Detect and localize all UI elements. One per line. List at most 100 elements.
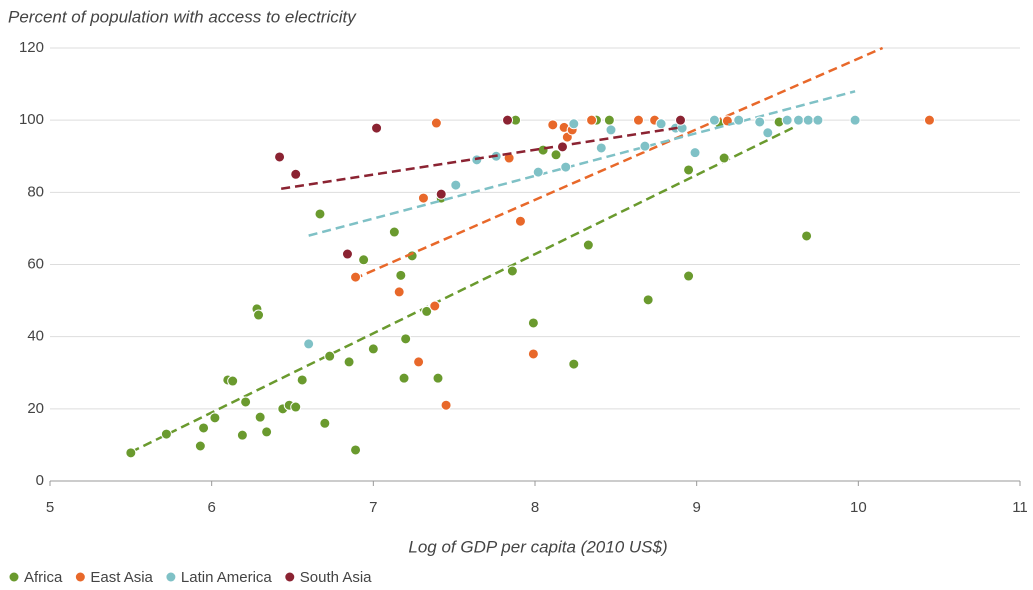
point bbox=[290, 168, 302, 180]
point bbox=[358, 254, 370, 266]
point bbox=[388, 226, 400, 238]
y-tick-label: 0 bbox=[36, 472, 44, 489]
y-tick-label: 80 bbox=[27, 183, 44, 200]
point bbox=[290, 401, 302, 413]
point bbox=[227, 375, 239, 387]
trend-line bbox=[280, 126, 681, 190]
point bbox=[754, 116, 766, 128]
point bbox=[240, 396, 252, 408]
point bbox=[923, 114, 935, 126]
legend-label: Latin America bbox=[181, 569, 273, 586]
point bbox=[341, 248, 353, 260]
point bbox=[582, 239, 594, 251]
point bbox=[537, 144, 549, 156]
point bbox=[194, 440, 206, 452]
point bbox=[675, 114, 686, 126]
point bbox=[586, 114, 598, 126]
point bbox=[236, 429, 248, 441]
point bbox=[417, 192, 429, 204]
point bbox=[639, 140, 651, 152]
point bbox=[762, 127, 774, 139]
legend-label: East Asia bbox=[90, 569, 153, 586]
point bbox=[395, 269, 407, 281]
point bbox=[254, 411, 266, 423]
point bbox=[547, 119, 559, 131]
point bbox=[812, 114, 824, 126]
point bbox=[632, 114, 644, 126]
point bbox=[400, 333, 412, 345]
point bbox=[849, 114, 861, 126]
legend-marker bbox=[166, 572, 176, 582]
point bbox=[793, 114, 805, 126]
point bbox=[450, 179, 462, 191]
point bbox=[718, 152, 730, 164]
x-tick-label: 8 bbox=[531, 499, 539, 516]
point bbox=[429, 300, 441, 312]
point bbox=[550, 149, 562, 161]
point bbox=[689, 147, 701, 159]
point bbox=[683, 270, 695, 282]
point bbox=[160, 428, 172, 440]
point bbox=[393, 286, 405, 298]
point bbox=[367, 343, 379, 355]
point bbox=[502, 114, 514, 126]
chart-title: Percent of population with access to ele… bbox=[8, 7, 357, 26]
point bbox=[527, 317, 539, 329]
point bbox=[296, 374, 308, 386]
point bbox=[708, 114, 720, 126]
x-tick-label: 5 bbox=[46, 499, 54, 516]
point bbox=[556, 141, 568, 153]
legend-marker bbox=[9, 572, 19, 582]
point bbox=[781, 114, 793, 126]
point bbox=[440, 399, 452, 411]
point bbox=[655, 118, 667, 130]
x-tick-label: 6 bbox=[207, 499, 215, 516]
point bbox=[801, 230, 813, 242]
x-tick-label: 9 bbox=[692, 499, 700, 516]
point bbox=[683, 164, 695, 176]
point bbox=[324, 350, 336, 362]
trend-line bbox=[353, 46, 884, 281]
point bbox=[430, 117, 442, 129]
x-axis-label: Log of GDP per capita (2010 US$) bbox=[408, 537, 667, 556]
y-tick-label: 60 bbox=[27, 255, 44, 272]
point bbox=[568, 358, 580, 370]
point bbox=[733, 114, 745, 126]
point bbox=[125, 447, 137, 459]
point bbox=[398, 372, 410, 384]
point bbox=[319, 417, 331, 429]
point bbox=[603, 114, 615, 126]
x-tick-label: 10 bbox=[850, 499, 867, 516]
point bbox=[314, 208, 326, 220]
point bbox=[532, 166, 544, 178]
legend-label: Africa bbox=[24, 569, 63, 586]
point bbox=[343, 356, 355, 368]
y-tick-label: 120 bbox=[19, 39, 44, 56]
point bbox=[421, 305, 433, 317]
legend-marker bbox=[285, 572, 295, 582]
point bbox=[303, 338, 315, 350]
point bbox=[595, 142, 607, 154]
point bbox=[514, 215, 526, 227]
point bbox=[527, 348, 539, 360]
point bbox=[371, 122, 383, 134]
point bbox=[413, 356, 425, 368]
point bbox=[506, 265, 518, 277]
y-tick-label: 40 bbox=[27, 328, 44, 345]
point bbox=[350, 444, 362, 456]
point bbox=[605, 124, 617, 136]
point bbox=[432, 372, 444, 384]
point bbox=[274, 151, 286, 163]
x-tick-label: 11 bbox=[1012, 499, 1028, 516]
point bbox=[435, 188, 447, 200]
x-tick-label: 7 bbox=[369, 499, 377, 516]
legend-marker bbox=[75, 572, 85, 582]
trend-line bbox=[308, 90, 856, 237]
point bbox=[642, 294, 654, 306]
y-tick-label: 100 bbox=[19, 111, 44, 128]
y-tick-label: 20 bbox=[27, 400, 44, 417]
point bbox=[802, 114, 814, 126]
point bbox=[253, 309, 265, 321]
